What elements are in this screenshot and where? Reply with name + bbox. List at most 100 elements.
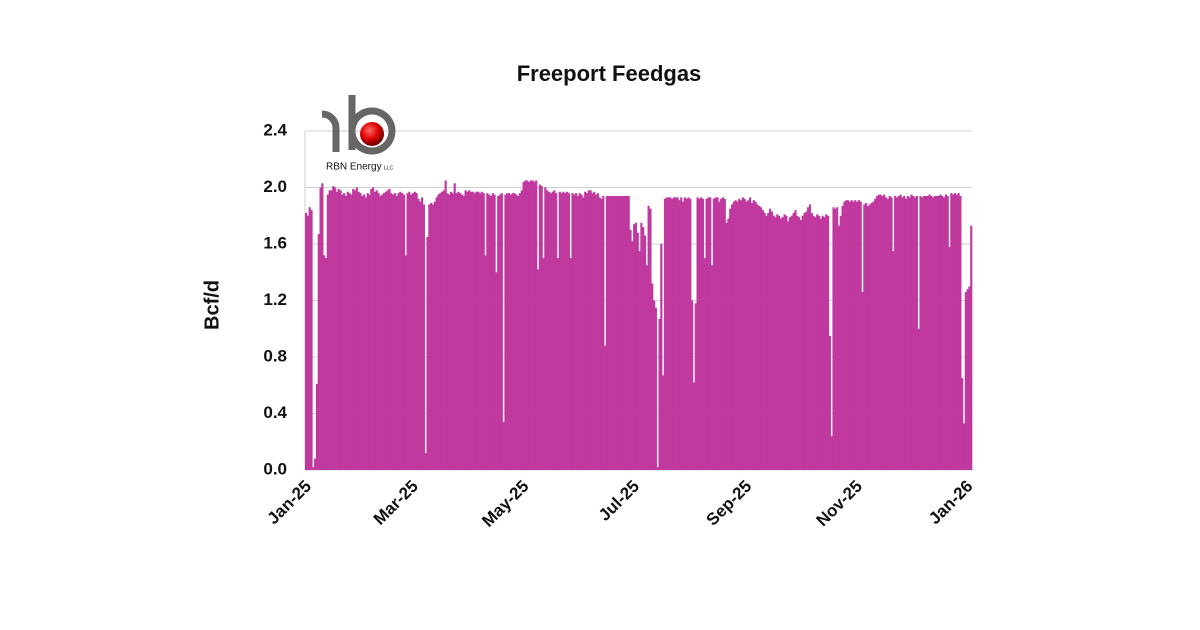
bar xyxy=(656,467,659,470)
bar xyxy=(689,198,692,471)
bar xyxy=(602,195,605,470)
bar xyxy=(411,193,415,470)
bar xyxy=(966,289,969,470)
bar xyxy=(408,191,411,471)
y-tick-label: 0.4 xyxy=(263,403,287,422)
bar xyxy=(834,208,837,470)
bar xyxy=(609,195,612,470)
bar xyxy=(620,195,623,470)
bar xyxy=(502,421,505,470)
bar xyxy=(712,198,715,471)
bar xyxy=(529,180,532,470)
bar xyxy=(571,193,574,470)
bar xyxy=(651,283,654,470)
bar xyxy=(488,194,491,470)
bar xyxy=(479,193,482,470)
bar xyxy=(827,215,830,470)
chart-title: Freeport Feedgas xyxy=(517,61,702,86)
bar xyxy=(953,193,957,470)
bar xyxy=(352,188,355,470)
bar xyxy=(879,194,882,470)
y-tick-label: 1.6 xyxy=(263,233,287,252)
bar xyxy=(524,180,527,470)
bar xyxy=(799,219,802,470)
bar xyxy=(846,200,850,470)
bar xyxy=(482,193,485,470)
bar xyxy=(401,193,404,470)
bar xyxy=(402,194,406,470)
bar xyxy=(678,200,681,470)
bar xyxy=(796,215,799,470)
bar xyxy=(912,195,915,470)
bar xyxy=(692,382,696,470)
bar xyxy=(872,201,875,470)
logo-ball xyxy=(360,122,384,146)
bar xyxy=(390,193,393,470)
bar xyxy=(315,383,319,470)
bar xyxy=(645,265,648,470)
bar xyxy=(437,194,440,470)
bar xyxy=(339,190,342,470)
bar xyxy=(553,190,556,470)
bar xyxy=(959,195,962,470)
bar xyxy=(343,193,346,470)
bar xyxy=(493,194,496,470)
bar xyxy=(792,212,795,471)
bar xyxy=(875,195,879,470)
bar xyxy=(908,197,911,470)
bar xyxy=(575,193,578,470)
bar xyxy=(892,251,895,470)
bar xyxy=(968,286,971,470)
bar xyxy=(442,190,445,470)
bar xyxy=(473,193,476,470)
bar xyxy=(353,190,357,470)
bar xyxy=(785,215,788,470)
bar xyxy=(758,205,761,471)
bar xyxy=(749,197,752,470)
bar xyxy=(480,191,483,471)
bar xyxy=(564,193,567,470)
y-axis-label: Bcf/d xyxy=(201,280,223,330)
bar xyxy=(763,212,766,471)
bar xyxy=(718,201,721,470)
bar xyxy=(582,197,585,470)
bar xyxy=(779,218,783,470)
bar xyxy=(700,197,703,470)
bar xyxy=(324,258,328,470)
bar xyxy=(870,203,873,470)
bar xyxy=(363,194,366,470)
bar xyxy=(477,191,480,471)
bar xyxy=(404,255,407,470)
bar xyxy=(444,180,447,470)
bar xyxy=(740,200,743,470)
bar xyxy=(426,236,429,470)
bar xyxy=(939,194,942,470)
bar xyxy=(415,193,418,470)
bar xyxy=(805,211,808,470)
bar xyxy=(551,191,554,471)
bar xyxy=(527,181,531,470)
bar xyxy=(897,195,900,470)
bar xyxy=(930,195,933,470)
bar xyxy=(471,191,474,471)
bar xyxy=(810,212,813,471)
bar xyxy=(761,210,764,470)
bar xyxy=(373,191,377,471)
bar xyxy=(616,195,619,470)
bar xyxy=(745,201,748,470)
bar xyxy=(498,194,502,470)
bar xyxy=(560,193,563,470)
bar xyxy=(643,235,647,470)
bar xyxy=(767,212,770,471)
bar xyxy=(819,218,822,470)
bar xyxy=(825,214,828,470)
bar xyxy=(631,241,634,470)
bar xyxy=(593,191,596,471)
bar xyxy=(705,198,708,471)
bar xyxy=(580,194,583,470)
bar xyxy=(450,191,453,471)
y-tick-label: 2.0 xyxy=(263,177,287,196)
bar xyxy=(511,193,514,470)
bar xyxy=(906,195,909,470)
bar xyxy=(350,194,353,470)
